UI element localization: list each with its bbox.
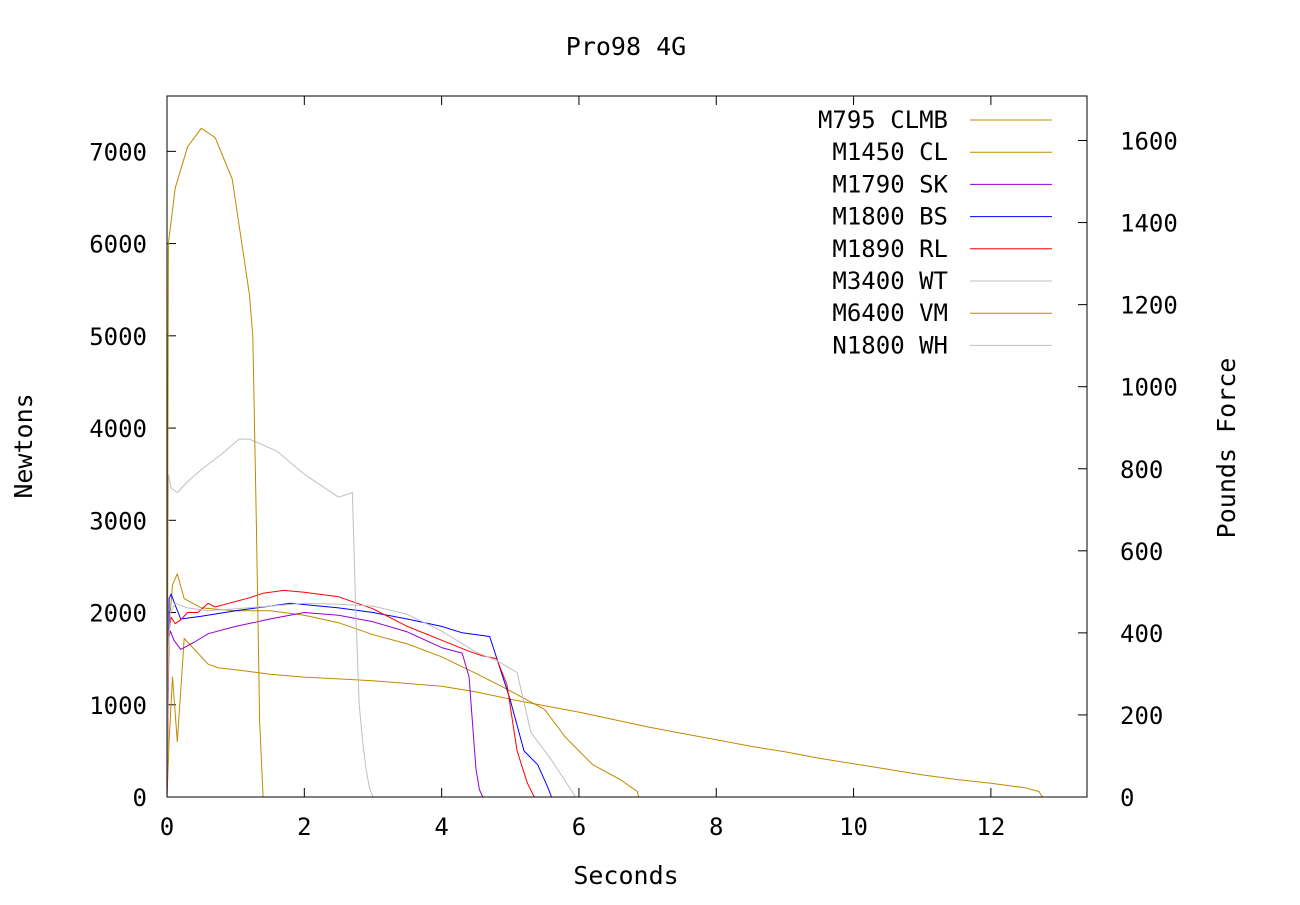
x-tick-label: 4: [434, 813, 448, 841]
legend-label: N1800 WH: [832, 331, 948, 359]
axis-ticks: 0 2 4 6 8 10 12 0 1000 2000 3000 4000 5000 6000 7000 0 2…: [89, 96, 1178, 841]
legend-label: M1790 SK: [832, 170, 948, 198]
y2-tick-label: 200: [1120, 702, 1163, 730]
y2-tick-label: 0: [1120, 784, 1134, 812]
y2-tick-label: 600: [1120, 538, 1163, 566]
x-tick-label: 0: [160, 813, 174, 841]
series-line-m1450-cl: [166, 573, 640, 798]
plot-frame: [166, 95, 1088, 798]
x-tick-label: 2: [297, 813, 311, 841]
legend-label: M6400 VM: [832, 299, 948, 327]
series-line-m3400-wt: [166, 438, 374, 798]
y-axis-label: Newtons: [9, 393, 38, 498]
y-tick-label: 7000: [89, 138, 147, 166]
legend-label: M1800 BS: [832, 203, 948, 231]
series-line-m6400-vm: [166, 127, 264, 798]
y2-tick-label: 1000: [1120, 374, 1178, 402]
y2-tick-label: 1400: [1120, 210, 1178, 238]
legend-label: M1450 CL: [832, 138, 948, 166]
y-tick-label: 0: [133, 784, 147, 812]
y2-tick-label: 800: [1120, 456, 1163, 484]
x-tick-label: 6: [572, 813, 586, 841]
x-axis-label: Seconds: [573, 861, 678, 890]
y2-tick-label: 400: [1120, 620, 1163, 648]
series-line-m1790-sk: [166, 612, 484, 798]
series-lines: [166, 127, 1043, 798]
series-line-n1800-wh: [166, 602, 576, 798]
x-tick-label: 12: [976, 813, 1005, 841]
y2-tick-label: 1200: [1120, 292, 1178, 320]
y2-axis-label: Pounds Force: [1212, 358, 1241, 539]
y2-tick-label: 1600: [1120, 128, 1178, 156]
y-tick-label: 6000: [89, 231, 147, 259]
legend-label: M1890 RL: [832, 235, 948, 263]
y-tick-label: 5000: [89, 323, 147, 351]
legend-label: M795 CLMB: [818, 106, 948, 134]
series-line-m1890-rl: [166, 589, 535, 798]
series-line-m795-clmb: [166, 637, 1043, 798]
x-tick-label: 10: [839, 813, 868, 841]
y-tick-label: 3000: [89, 507, 147, 535]
legend-label: M3400 WT: [832, 267, 948, 295]
chart-title: Pro98 4G: [566, 32, 686, 61]
y-tick-label: 2000: [89, 600, 147, 628]
y-tick-label: 4000: [89, 415, 147, 443]
legend: M795 CLMB M1450 CL M1790 SK M1800 BS M1890 R…: [818, 106, 1052, 359]
y-tick-label: 1000: [89, 692, 147, 720]
x-tick-label: 8: [709, 813, 723, 841]
